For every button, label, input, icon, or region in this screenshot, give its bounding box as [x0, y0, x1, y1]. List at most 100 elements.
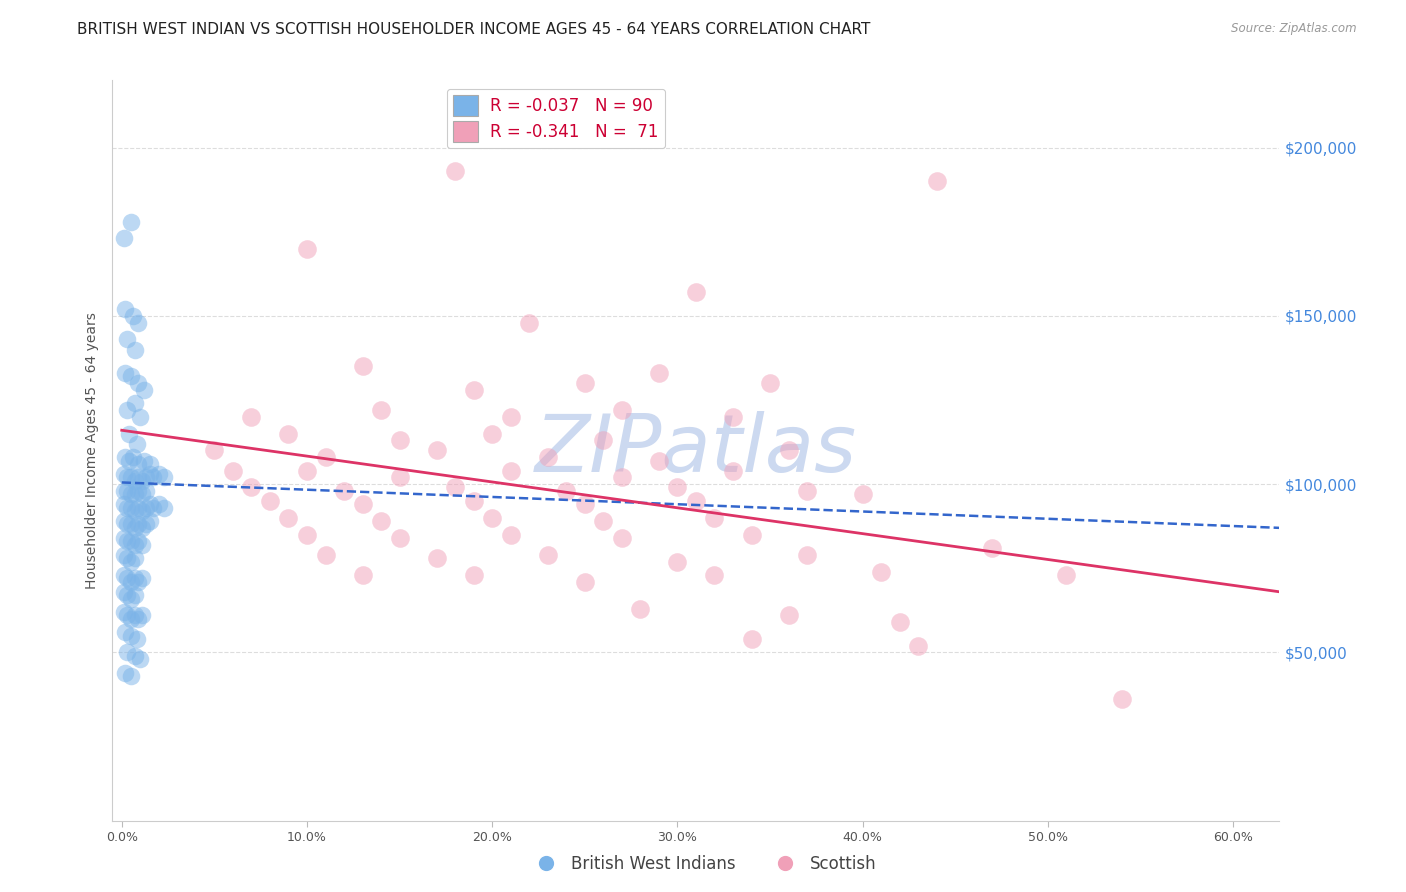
Point — [120, 487, 142, 501]
Point — [759, 376, 782, 391]
Point — [703, 568, 725, 582]
Point — [574, 376, 596, 391]
Text: BRITISH WEST INDIAN VS SCOTTISH HOUSEHOLDER INCOME AGES 45 - 64 YEARS CORRELATIO: BRITISH WEST INDIAN VS SCOTTISH HOUSEHOL… — [77, 22, 870, 37]
Point — [112, 531, 135, 545]
Point — [117, 645, 139, 659]
Point — [117, 534, 139, 549]
Point — [666, 555, 689, 569]
Point — [259, 494, 281, 508]
Point — [125, 632, 148, 646]
Point — [889, 615, 911, 629]
Point — [648, 453, 671, 467]
Point — [131, 474, 153, 488]
Point — [127, 470, 149, 484]
Point — [537, 450, 560, 465]
Point — [796, 548, 818, 562]
Point — [121, 309, 143, 323]
Point — [127, 612, 149, 626]
Point — [124, 608, 146, 623]
Point — [138, 514, 160, 528]
Point — [114, 450, 136, 465]
Point — [112, 548, 135, 562]
Point — [537, 548, 560, 562]
Point — [120, 612, 142, 626]
Point — [499, 527, 522, 541]
Point — [135, 470, 157, 484]
Point — [120, 628, 142, 642]
Point — [277, 510, 299, 524]
Point — [463, 494, 485, 508]
Point — [127, 534, 149, 549]
Point — [117, 608, 139, 623]
Point — [135, 483, 157, 498]
Point — [117, 333, 139, 347]
Point — [112, 584, 135, 599]
Point — [117, 551, 139, 566]
Point — [907, 639, 929, 653]
Point — [117, 403, 139, 417]
Point — [114, 665, 136, 680]
Point — [333, 483, 356, 498]
Point — [131, 538, 153, 552]
Point — [388, 434, 411, 448]
Point — [315, 450, 337, 465]
Point — [517, 316, 540, 330]
Point — [153, 500, 176, 515]
Point — [124, 504, 146, 518]
Point — [124, 521, 146, 535]
Point — [142, 470, 165, 484]
Point — [120, 591, 142, 606]
Point — [120, 669, 142, 683]
Point — [592, 514, 614, 528]
Point — [124, 551, 146, 566]
Point — [142, 500, 165, 515]
Point — [481, 426, 503, 441]
Point — [120, 534, 142, 549]
Point — [114, 625, 136, 640]
Point — [574, 574, 596, 589]
Point — [444, 164, 467, 178]
Point — [202, 443, 225, 458]
Point — [124, 487, 146, 501]
Point — [463, 568, 485, 582]
Point — [592, 434, 614, 448]
Point — [138, 457, 160, 471]
Legend: British West Indians, Scottish: British West Indians, Scottish — [523, 848, 883, 880]
Point — [127, 500, 149, 515]
Point — [120, 214, 142, 228]
Point — [426, 443, 449, 458]
Point — [112, 467, 135, 481]
Point — [129, 652, 152, 666]
Point — [610, 470, 633, 484]
Point — [555, 483, 578, 498]
Point — [277, 426, 299, 441]
Point — [778, 608, 800, 623]
Point — [685, 285, 707, 300]
Point — [117, 517, 139, 532]
Point — [138, 467, 160, 481]
Point — [741, 527, 763, 541]
Point — [117, 500, 139, 515]
Point — [426, 551, 449, 566]
Point — [240, 481, 263, 495]
Point — [648, 366, 671, 380]
Point — [112, 514, 135, 528]
Point — [127, 517, 149, 532]
Point — [352, 359, 374, 374]
Point — [148, 497, 170, 511]
Point — [148, 467, 170, 481]
Text: ZIPatlas: ZIPatlas — [534, 411, 858, 490]
Point — [444, 481, 467, 495]
Point — [295, 464, 318, 478]
Point — [124, 396, 146, 410]
Point — [370, 403, 392, 417]
Point — [127, 483, 149, 498]
Point — [499, 464, 522, 478]
Point — [120, 470, 142, 484]
Point — [610, 403, 633, 417]
Point — [138, 497, 160, 511]
Point — [610, 531, 633, 545]
Point — [117, 571, 139, 585]
Point — [352, 497, 374, 511]
Point — [132, 383, 155, 397]
